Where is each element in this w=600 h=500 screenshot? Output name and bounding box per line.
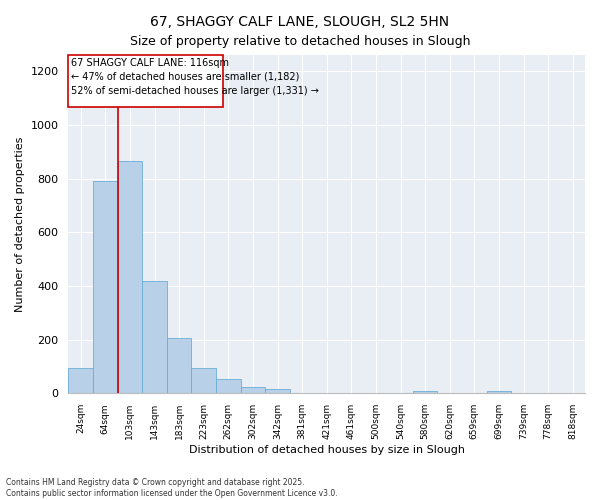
Text: Size of property relative to detached houses in Slough: Size of property relative to detached ho…	[130, 35, 470, 48]
Bar	[191, 368, 216, 394]
Bar	[68, 368, 93, 394]
Text: 67 SHAGGY CALF LANE: 116sqm
← 47% of detached houses are smaller (1,182)
52% of : 67 SHAGGY CALF LANE: 116sqm ← 47% of det…	[71, 58, 319, 96]
Bar	[241, 388, 265, 394]
Y-axis label: Number of detached properties: Number of detached properties	[15, 136, 25, 312]
Bar	[265, 390, 290, 394]
Bar	[118, 161, 142, 394]
Bar	[68, 55, 223, 108]
Bar	[413, 391, 437, 394]
Text: 67, SHAGGY CALF LANE, SLOUGH, SL2 5HN: 67, SHAGGY CALF LANE, SLOUGH, SL2 5HN	[151, 15, 449, 29]
Bar	[142, 280, 167, 394]
Bar	[487, 390, 511, 394]
Text: Contains HM Land Registry data © Crown copyright and database right 2025.
Contai: Contains HM Land Registry data © Crown c…	[6, 478, 338, 498]
Bar	[167, 338, 191, 394]
Bar	[93, 181, 118, 394]
Bar	[216, 378, 241, 394]
X-axis label: Distribution of detached houses by size in Slough: Distribution of detached houses by size …	[189, 445, 465, 455]
